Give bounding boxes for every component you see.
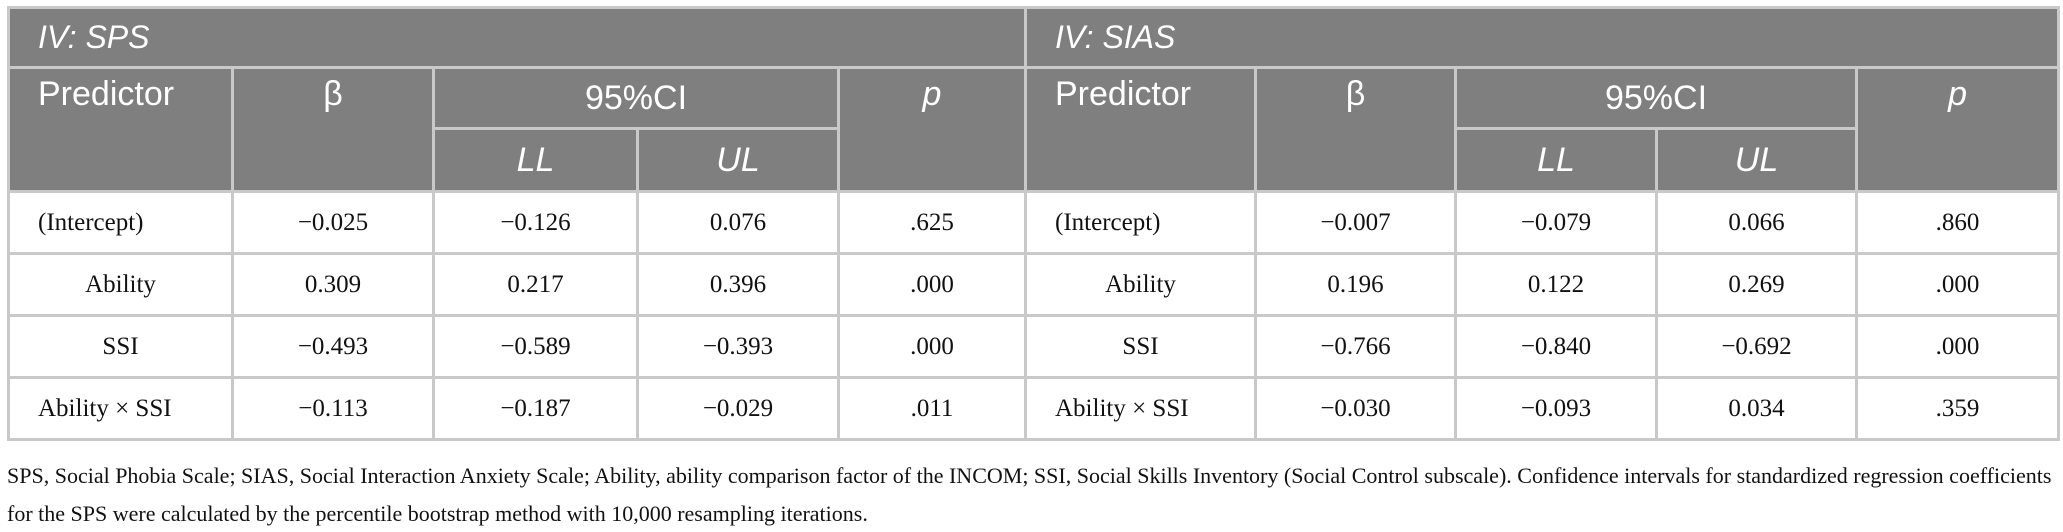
header-row: Predictor β 95%CI p Predictor β 95%CI p [7,66,2061,193]
regression-table: IV: SPS IV: SIAS Predictor β 95%CI p Predictor… [7,6,2061,441]
value-cell: −0.079 [1454,190,1658,255]
value-cell: .011 [837,376,1027,441]
header-cell: 95%CI [1454,66,1858,130]
value-cell: 0.076 [636,190,840,255]
header-cell: p [837,66,1027,193]
value-cell: .000 [1854,314,2061,379]
value-cell: 0.034 [1655,376,1858,441]
value-cell: −0.493 [231,314,435,379]
value-cell: 0.309 [231,252,435,317]
header-cell: β [231,66,435,193]
value-cell: −0.840 [1454,314,1658,379]
value-cell: 0.217 [432,252,639,317]
data-row: Ability 0.309 0.217 0.396.000 Ability 0.196 0.… [7,252,2061,317]
value-cell: 0.122 [1454,252,1658,317]
value-cell: 0.066 [1655,190,1858,255]
predictor-cell: Ability [1024,252,1257,317]
predictor-cell: SSI [7,314,234,379]
panel-title: IV: SPS [7,6,1027,69]
value-cell: 0.196 [1254,252,1457,317]
header-cell: 95%CI [432,66,840,130]
value-cell: −0.692 [1655,314,1858,379]
subheader-row: LL UL LL UL [9,127,2059,193]
header-cell: LL [432,127,639,193]
value-cell: .000 [1854,252,2061,317]
predictor-cell: (Intercept) [1024,190,1257,255]
predictor-cell: (Intercept) [7,190,234,255]
header-cell: UL [1655,127,1858,193]
header-cell: p [1854,66,2061,193]
value-cell: −0.766 [1254,314,1457,379]
data-row: (Intercept) −0.025 −0.126 0.076.625 (Interce… [7,190,2061,255]
value-cell: 0.269 [1655,252,1858,317]
value-cell: −0.113 [231,376,435,441]
value-cell: .359 [1854,376,2061,441]
value-cell: .000 [837,252,1027,317]
data-row: Ability × SSI −0.113 −0.187 −0.029.011 Abili… [7,376,2061,441]
header-cell: Predictor [7,66,234,193]
header-cell: Predictor [1024,66,1257,193]
value-cell: −0.589 [432,314,639,379]
header-cell: LL [1454,127,1658,193]
panel-title-row: IV: SPS IV: SIAS [7,6,2061,69]
value-cell: .860 [1854,190,2061,255]
value-cell: .625 [837,190,1027,255]
value-cell: −0.029 [636,376,840,441]
value-cell: −0.126 [432,190,639,255]
value-cell: −0.030 [1254,376,1457,441]
predictor-cell: Ability [7,252,234,317]
panel-title: IV: SIAS [1023,6,2061,69]
value-cell: −0.393 [636,314,840,379]
predictor-cell: Ability × SSI [7,376,234,441]
predictor-cell: Ability × SSI [1024,376,1257,441]
value-cell: −0.025 [231,190,435,255]
header-cell: UL [636,127,840,193]
value-cell: −0.093 [1454,376,1658,441]
value-cell: .000 [837,314,1027,379]
predictor-cell: SSI [1024,314,1257,379]
value-cell: 0.396 [636,252,840,317]
header-cell: β [1254,66,1457,193]
value-cell: −0.007 [1254,190,1457,255]
value-cell: −0.187 [432,376,639,441]
data-row: SSI −0.493 −0.589 −0.393.000 SSI −0.766 −0.840… [7,314,2061,379]
footnote: SPS, Social Phobia Scale; SIAS, Social I… [7,463,2052,526]
